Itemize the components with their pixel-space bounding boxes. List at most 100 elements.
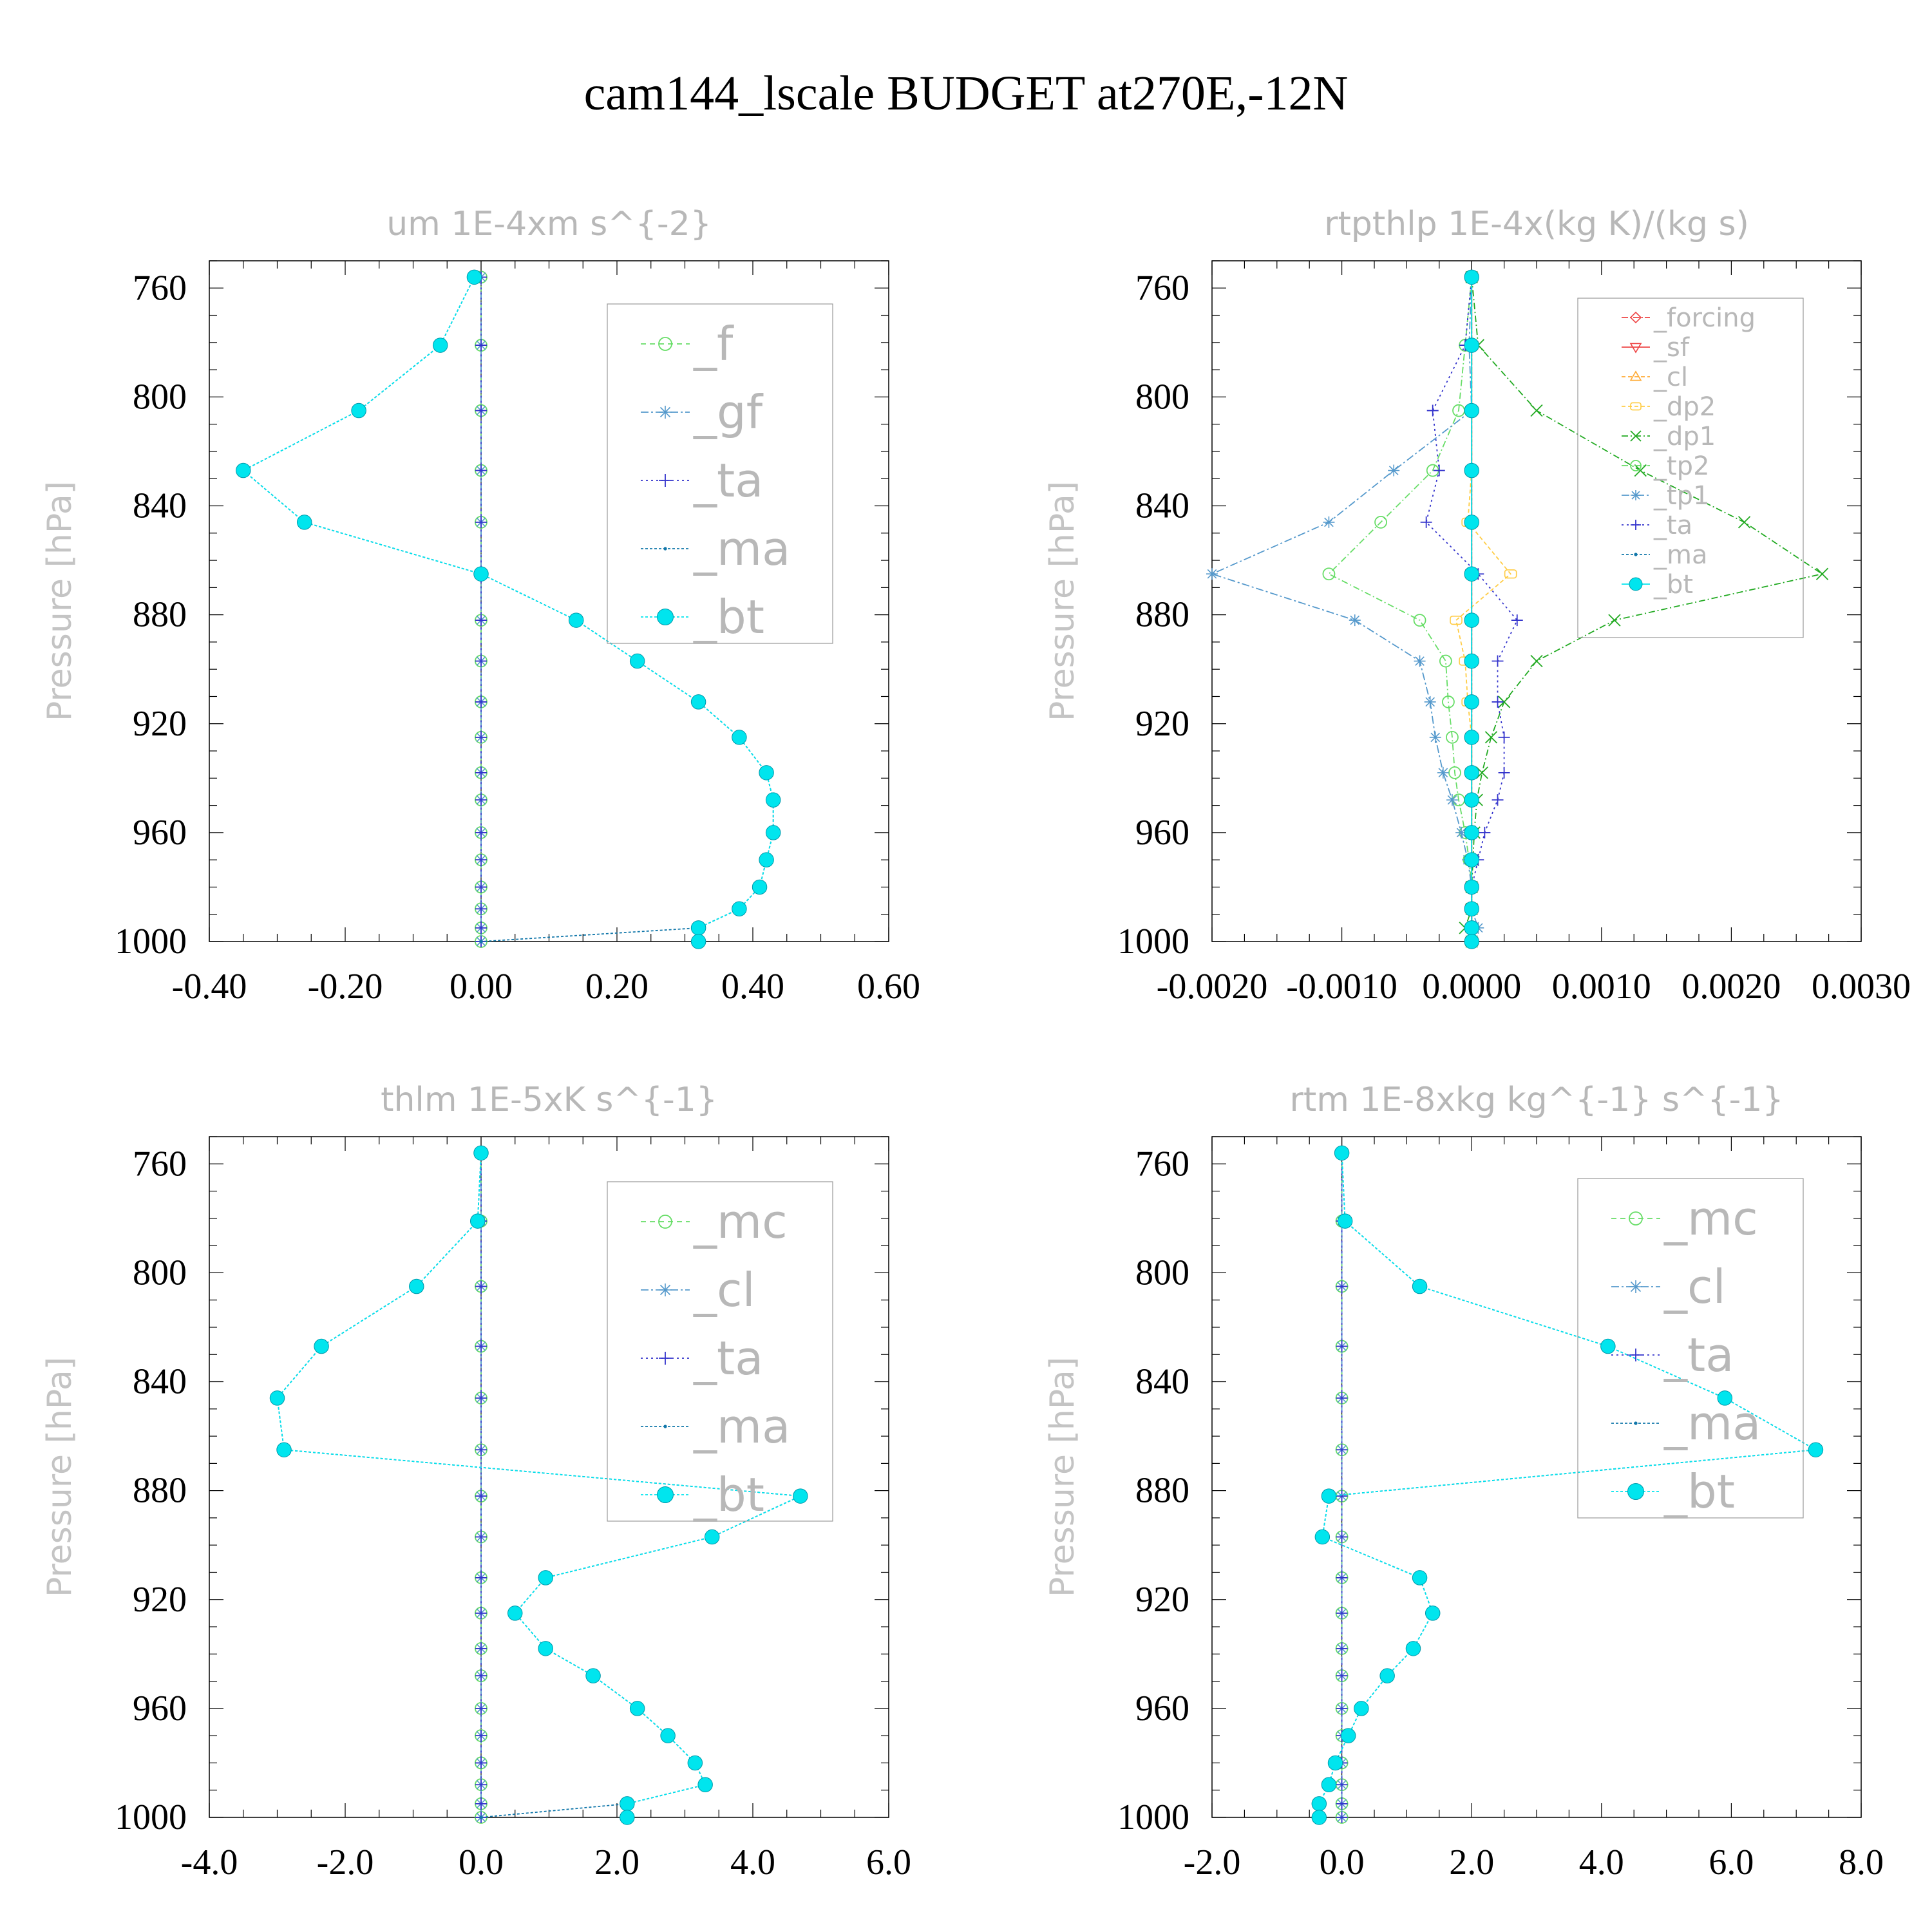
chart-panel-2: rtpthlp 1E-4x(kg K)/(kg s) Pressure [hPa]…	[1043, 205, 1911, 1007]
data-point	[765, 825, 781, 840]
series-tp1	[1206, 271, 1484, 947]
legend-marker	[1629, 1211, 1643, 1226]
data-point	[538, 1570, 553, 1586]
data-point	[1336, 1571, 1348, 1584]
x-tick-label: 0.0000	[1422, 967, 1521, 1007]
data-point	[1498, 731, 1510, 743]
data-point	[1455, 826, 1468, 838]
series-line	[276, 1153, 803, 1817]
data-point	[479, 940, 483, 943]
data-point	[704, 1529, 720, 1545]
data-point	[1492, 794, 1504, 806]
x-tick-label: 4.0	[730, 1842, 775, 1882]
data-point	[1464, 462, 1479, 478]
data-point	[1405, 1641, 1421, 1656]
x-tick-label: 2.0	[1449, 1842, 1494, 1882]
y-tick-label: 1000	[1117, 1797, 1189, 1837]
legend-label: _cl	[693, 1263, 755, 1317]
x-tick-label: -0.20	[308, 967, 383, 1007]
legend-label: _ma	[1663, 1396, 1761, 1450]
data-point	[475, 1642, 487, 1654]
y-tick-label: 880	[1135, 595, 1189, 635]
data-point	[1439, 654, 1452, 668]
data-point	[507, 1605, 523, 1621]
x-tick-label: 0.0	[1320, 1842, 1365, 1882]
legend-marker	[1634, 1421, 1638, 1425]
data-point	[1354, 1701, 1369, 1716]
data-point	[697, 1777, 713, 1793]
data-point	[432, 337, 448, 353]
series-bt	[1311, 1145, 1824, 1825]
x-tick-label: 0.0010	[1552, 967, 1651, 1007]
y-tick-label: 840	[1135, 486, 1189, 526]
data-point	[690, 934, 706, 949]
data-point	[296, 515, 312, 530]
x-tick-label: -2.0	[1184, 1842, 1241, 1882]
legend-label: _ta	[693, 453, 763, 507]
legend-box	[607, 303, 833, 644]
data-point	[475, 614, 487, 627]
data-point	[1420, 516, 1432, 528]
data-point	[1497, 696, 1511, 708]
data-point	[1337, 1213, 1353, 1229]
chart-panel-3: thlm 1E-5xK s^{-1} Pressure [hPa] 760 800 84…	[41, 1081, 911, 1882]
data-point	[1414, 655, 1426, 667]
data-point	[475, 826, 487, 838]
legend-marker	[1629, 1349, 1642, 1361]
data-point	[1322, 567, 1336, 581]
data-point	[1321, 1777, 1337, 1793]
data-point	[475, 1797, 487, 1810]
data-point	[1433, 464, 1445, 477]
data-point	[1608, 614, 1621, 627]
data-point	[690, 920, 706, 936]
data-point	[475, 1392, 487, 1404]
series-line	[1455, 277, 1511, 942]
plot-frame	[209, 260, 889, 942]
legend-marker	[659, 1283, 672, 1296]
legend-label: _ma	[693, 522, 790, 576]
data-point	[475, 404, 487, 417]
y-tick-label: 960	[133, 813, 187, 853]
y-tick-label: 880	[133, 1471, 187, 1511]
x-tick-label: -2.0	[317, 1842, 374, 1882]
series-gf	[475, 271, 487, 947]
plot-frame	[1211, 260, 1862, 942]
data-point	[1336, 1340, 1348, 1352]
data-point	[475, 903, 487, 915]
y-tick-label: 1000	[115, 1797, 187, 1837]
data-point	[732, 901, 747, 917]
series-bt	[269, 1145, 808, 1825]
data-point	[1336, 1607, 1348, 1619]
x-tick-label: 4.0	[1579, 1842, 1624, 1882]
legend-label: _mc	[1663, 1191, 1758, 1245]
data-point	[1717, 1390, 1733, 1406]
legend-label: _bt	[1663, 1464, 1735, 1519]
data-point	[1464, 852, 1479, 867]
data-point	[1442, 696, 1455, 708]
data-point	[1498, 766, 1510, 779]
x-tick-label: 0.0030	[1812, 967, 1911, 1007]
x-tick-label: 0.00	[450, 967, 513, 1007]
legend-marker	[1630, 402, 1642, 411]
data-point	[1446, 731, 1459, 744]
data-point	[475, 1490, 487, 1502]
data-point	[475, 794, 487, 806]
legend-label: _ma	[1653, 540, 1707, 570]
data-point	[1425, 1605, 1441, 1621]
series-line	[1210, 277, 1479, 942]
data-point	[475, 1280, 487, 1293]
data-point	[1479, 826, 1491, 838]
data-point	[1336, 1670, 1348, 1682]
y-tick-label: 800	[133, 377, 187, 417]
data-point	[793, 1488, 808, 1504]
data-point	[269, 1390, 285, 1406]
legend-box	[1577, 1178, 1804, 1519]
data-point	[466, 269, 482, 285]
x-tick-label: 0.0	[459, 1842, 504, 1882]
data-point	[1437, 766, 1449, 779]
data-point	[1349, 614, 1361, 627]
legend: _forcing_sf_cl_dp2_dp1_tp2_tp1_ta_ma_bt	[1577, 298, 1804, 638]
series-ta	[475, 271, 487, 947]
legend-marker	[1630, 460, 1642, 471]
data-point	[475, 766, 487, 779]
